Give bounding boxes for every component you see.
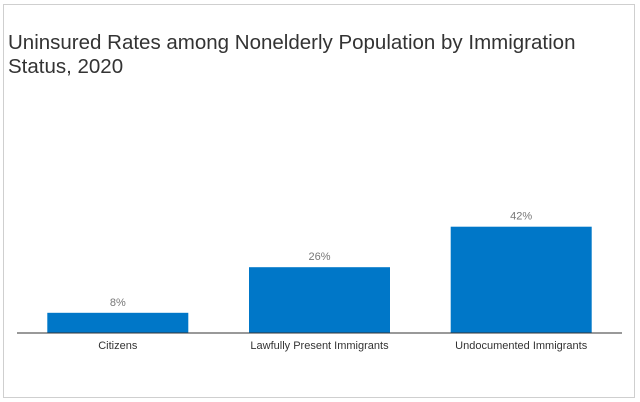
- bars-layer: [47, 226, 592, 333]
- data-label: 42%: [510, 211, 532, 223]
- bar-undocumented-immigrants: [450, 226, 592, 333]
- chart-title: Uninsured Rates among Nonelderly Populat…: [8, 31, 576, 78]
- x-tick-label: Undocumented Immigrants: [455, 340, 588, 352]
- x-tick-label: Lawfully Present Immigrants: [250, 340, 389, 352]
- data-label: 26%: [308, 251, 330, 263]
- data-label: 8%: [110, 297, 126, 309]
- x-tick-label: Citizens: [98, 340, 138, 352]
- labels-layer: 8% Citizens 26% Lawfully Present Immigrants…: [98, 211, 587, 352]
- bar-citizens: [47, 312, 189, 333]
- bar-lawfully-present-immigrants: [249, 267, 390, 333]
